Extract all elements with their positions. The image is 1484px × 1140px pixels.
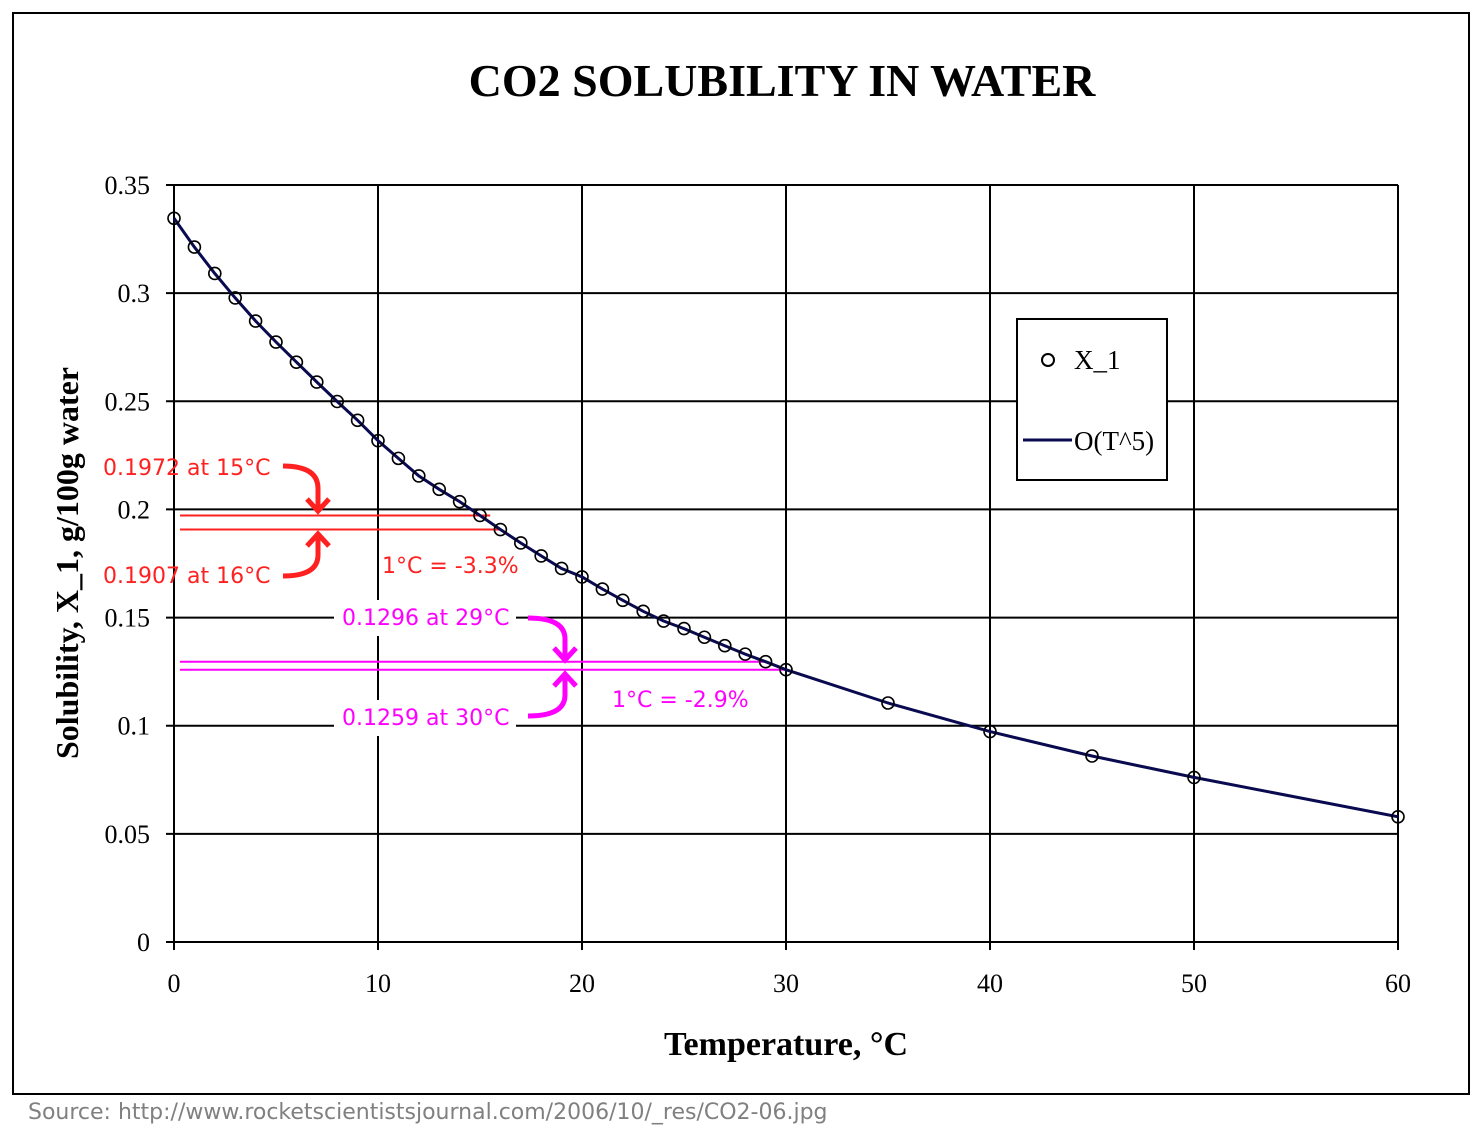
annotation-label: 1°C = -2.9% (612, 688, 749, 713)
data-point (575, 570, 589, 584)
legend-label-x1: X_1 (1074, 345, 1121, 375)
data-point (391, 451, 406, 466)
data-point (452, 494, 467, 509)
label-background (334, 700, 516, 736)
x-tick-label: 10 (365, 969, 391, 998)
x-tick-label: 60 (1385, 969, 1411, 998)
annotation-label: 0.1296 at 29°C (342, 606, 509, 631)
data-point (636, 604, 651, 619)
data-point (473, 508, 487, 523)
data-point (1085, 749, 1099, 763)
x-axis-label: Temperature, °C (664, 1026, 908, 1063)
data-point (330, 394, 345, 409)
data-point (881, 696, 895, 710)
arrow-head-icon (552, 670, 578, 688)
y-tick-label: 0.3 (118, 279, 151, 308)
data-point (289, 355, 304, 369)
fit-line (172, 217, 1399, 819)
chart-title: CO2 SOLUBILITY IN WATER (469, 55, 1096, 106)
data-point (513, 536, 528, 550)
y-tick-label: 0.35 (105, 171, 151, 200)
x-tick-label: 20 (569, 969, 595, 998)
data-point (1391, 809, 1405, 824)
arrow-head-icon (305, 530, 331, 548)
data-point (738, 647, 753, 661)
source-caption: Source: http://www.rocketscientistsjourn… (28, 1100, 828, 1125)
y-tick-label: 0.1 (118, 712, 151, 741)
annotation-label: 0.1972 at 15°C (103, 456, 270, 481)
legend: X_1 O(T^5) (1016, 318, 1168, 481)
data-point (411, 469, 426, 483)
annotations: 0.1972 at 15°C 0.1907 at 16°C 1°C = -3.3% 0… (103, 456, 786, 736)
x-tick-label: 40 (977, 969, 1003, 998)
y-tick-label: 0.2 (118, 495, 151, 524)
annotation-label: 1°C = -3.3% (382, 554, 519, 579)
curved-arrow-icon (282, 463, 321, 511)
curved-arrow-icon (527, 674, 568, 719)
data-point (1187, 770, 1201, 785)
y-axis-label: Solubility, X_1, g/100g water (49, 367, 85, 759)
data-point (371, 433, 385, 448)
data-point (758, 654, 773, 669)
data-point (187, 240, 202, 254)
data-point (493, 522, 508, 537)
legend-box (1016, 318, 1168, 481)
data-point (534, 549, 549, 563)
data-point (208, 266, 222, 281)
data-point (779, 662, 793, 677)
x-tick-label: 0 (168, 969, 181, 998)
arrow-head-icon (305, 497, 331, 515)
data-point (248, 314, 263, 328)
data-point (697, 630, 712, 645)
data-point (432, 482, 447, 497)
label-background (334, 600, 516, 636)
x-tick-label: 30 (773, 969, 799, 998)
data-point (309, 375, 324, 389)
grid (166, 184, 1399, 950)
data-point (228, 291, 242, 305)
tick-labels: 0 10 20 30 40 50 60 0 0.05 0.1 0.15 0.2 0.25 0.3 0.35 (105, 171, 1412, 998)
legend-marker-icon (1041, 353, 1055, 367)
legend-label-fit: O(T^5) (1074, 426, 1154, 456)
annotation-label: 0.1259 at 30°C (342, 706, 509, 731)
data-point (983, 724, 997, 739)
fit-curve (172, 217, 1399, 819)
data-point (595, 582, 610, 596)
data-point (269, 335, 283, 349)
data-point (717, 638, 732, 653)
data-point (554, 561, 569, 576)
data-point (677, 621, 691, 636)
x-tick-label: 50 (1181, 969, 1207, 998)
curved-arrow-icon (282, 534, 321, 579)
chart-frame (12, 12, 1470, 1095)
annotation-label: 0.1907 at 16°C (103, 564, 270, 589)
data-point (656, 614, 671, 628)
y-tick-label: 0.15 (105, 604, 151, 633)
y-tick-label: 0 (137, 928, 150, 957)
data-point (350, 413, 365, 428)
y-tick-label: 0.25 (105, 387, 151, 416)
arrow-head-icon (552, 646, 578, 664)
data-point (615, 593, 630, 608)
curved-arrow-icon (527, 615, 568, 660)
data-point (167, 211, 181, 226)
y-tick-label: 0.05 (105, 820, 151, 849)
data-points (167, 211, 1405, 824)
